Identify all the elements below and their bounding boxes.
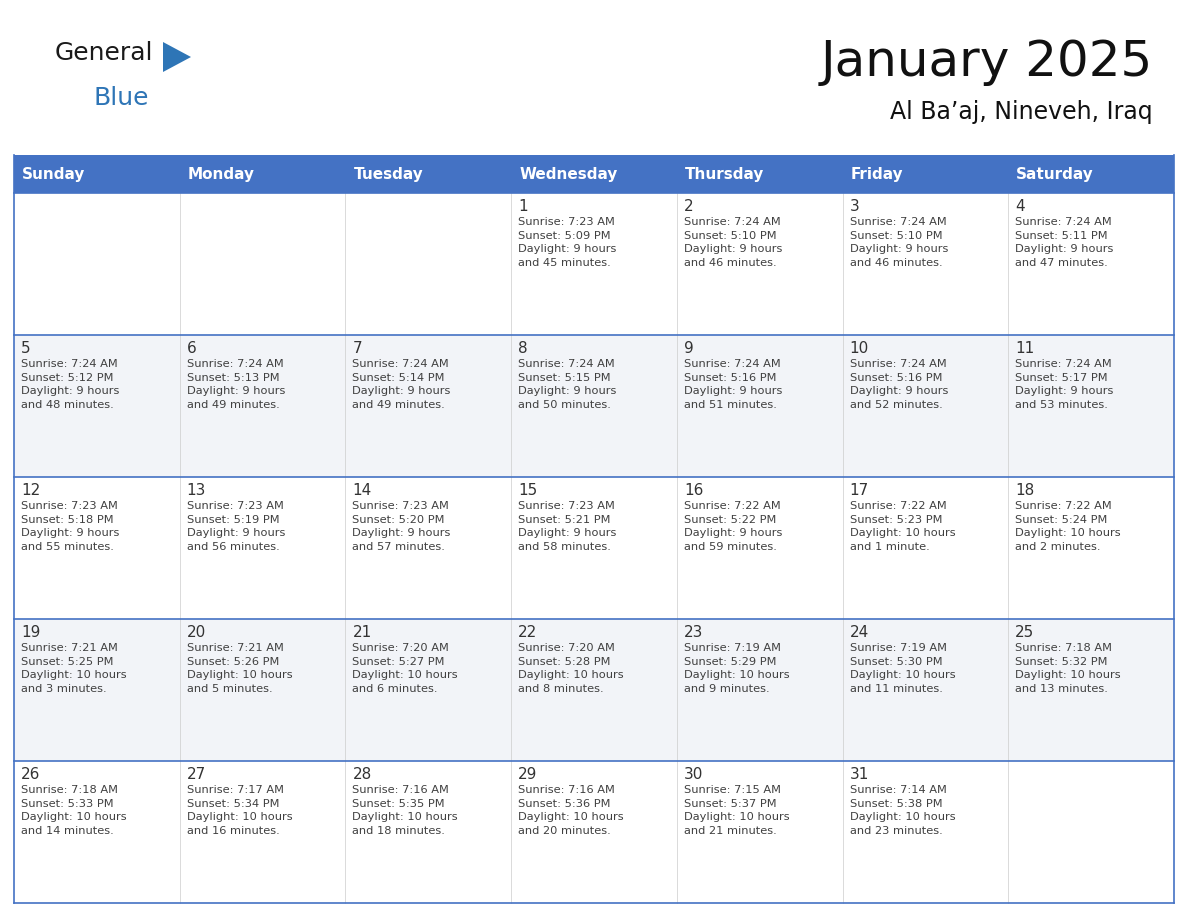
Text: Sunrise: 7:24 AM
Sunset: 5:17 PM
Daylight: 9 hours
and 53 minutes.: Sunrise: 7:24 AM Sunset: 5:17 PM Dayligh… bbox=[1016, 359, 1113, 409]
Text: 30: 30 bbox=[684, 767, 703, 782]
Text: 31: 31 bbox=[849, 767, 868, 782]
Text: 9: 9 bbox=[684, 341, 694, 356]
Text: 27: 27 bbox=[187, 767, 206, 782]
Text: Sunrise: 7:15 AM
Sunset: 5:37 PM
Daylight: 10 hours
and 21 minutes.: Sunrise: 7:15 AM Sunset: 5:37 PM Dayligh… bbox=[684, 785, 790, 835]
Text: January 2025: January 2025 bbox=[821, 38, 1154, 86]
Text: Wednesday: Wednesday bbox=[519, 166, 618, 182]
Bar bbox=[179, 155, 346, 193]
Text: 29: 29 bbox=[518, 767, 537, 782]
Text: Sunrise: 7:23 AM
Sunset: 5:18 PM
Daylight: 9 hours
and 55 minutes.: Sunrise: 7:23 AM Sunset: 5:18 PM Dayligh… bbox=[21, 501, 119, 552]
Text: Sunrise: 7:22 AM
Sunset: 5:24 PM
Daylight: 10 hours
and 2 minutes.: Sunrise: 7:22 AM Sunset: 5:24 PM Dayligh… bbox=[1016, 501, 1121, 552]
Text: 19: 19 bbox=[21, 625, 40, 640]
Text: Sunrise: 7:20 AM
Sunset: 5:28 PM
Daylight: 10 hours
and 8 minutes.: Sunrise: 7:20 AM Sunset: 5:28 PM Dayligh… bbox=[518, 643, 624, 694]
Text: Sunrise: 7:23 AM
Sunset: 5:09 PM
Daylight: 9 hours
and 45 minutes.: Sunrise: 7:23 AM Sunset: 5:09 PM Dayligh… bbox=[518, 217, 617, 268]
Text: Sunrise: 7:20 AM
Sunset: 5:27 PM
Daylight: 10 hours
and 6 minutes.: Sunrise: 7:20 AM Sunset: 5:27 PM Dayligh… bbox=[353, 643, 459, 694]
Text: 17: 17 bbox=[849, 483, 868, 498]
Bar bbox=[14, 193, 1174, 335]
Text: 10: 10 bbox=[849, 341, 868, 356]
Text: Blue: Blue bbox=[93, 86, 148, 110]
Text: General: General bbox=[55, 41, 153, 65]
Bar bbox=[842, 155, 1009, 193]
Text: Sunrise: 7:24 AM
Sunset: 5:16 PM
Daylight: 9 hours
and 52 minutes.: Sunrise: 7:24 AM Sunset: 5:16 PM Dayligh… bbox=[849, 359, 948, 409]
Text: 28: 28 bbox=[353, 767, 372, 782]
Polygon shape bbox=[163, 42, 191, 72]
Text: Sunrise: 7:21 AM
Sunset: 5:26 PM
Daylight: 10 hours
and 5 minutes.: Sunrise: 7:21 AM Sunset: 5:26 PM Dayligh… bbox=[187, 643, 292, 694]
Bar bbox=[346, 155, 511, 193]
Text: Sunrise: 7:24 AM
Sunset: 5:10 PM
Daylight: 9 hours
and 46 minutes.: Sunrise: 7:24 AM Sunset: 5:10 PM Dayligh… bbox=[684, 217, 782, 268]
Text: Sunrise: 7:22 AM
Sunset: 5:23 PM
Daylight: 10 hours
and 1 minute.: Sunrise: 7:22 AM Sunset: 5:23 PM Dayligh… bbox=[849, 501, 955, 552]
Text: 8: 8 bbox=[518, 341, 527, 356]
Text: Sunrise: 7:23 AM
Sunset: 5:19 PM
Daylight: 9 hours
and 56 minutes.: Sunrise: 7:23 AM Sunset: 5:19 PM Dayligh… bbox=[187, 501, 285, 552]
Bar bbox=[511, 155, 677, 193]
Text: Sunrise: 7:19 AM
Sunset: 5:30 PM
Daylight: 10 hours
and 11 minutes.: Sunrise: 7:19 AM Sunset: 5:30 PM Dayligh… bbox=[849, 643, 955, 694]
Text: Sunrise: 7:24 AM
Sunset: 5:10 PM
Daylight: 9 hours
and 46 minutes.: Sunrise: 7:24 AM Sunset: 5:10 PM Dayligh… bbox=[849, 217, 948, 268]
Bar bbox=[1009, 155, 1174, 193]
Text: Sunrise: 7:17 AM
Sunset: 5:34 PM
Daylight: 10 hours
and 16 minutes.: Sunrise: 7:17 AM Sunset: 5:34 PM Dayligh… bbox=[187, 785, 292, 835]
Text: Sunrise: 7:24 AM
Sunset: 5:11 PM
Daylight: 9 hours
and 47 minutes.: Sunrise: 7:24 AM Sunset: 5:11 PM Dayligh… bbox=[1016, 217, 1113, 268]
Bar bbox=[14, 477, 1174, 619]
Text: 26: 26 bbox=[21, 767, 40, 782]
Text: Sunrise: 7:23 AM
Sunset: 5:21 PM
Daylight: 9 hours
and 58 minutes.: Sunrise: 7:23 AM Sunset: 5:21 PM Dayligh… bbox=[518, 501, 617, 552]
Text: 23: 23 bbox=[684, 625, 703, 640]
Text: 4: 4 bbox=[1016, 199, 1025, 214]
Text: 24: 24 bbox=[849, 625, 868, 640]
Bar bbox=[14, 335, 1174, 477]
Text: 20: 20 bbox=[187, 625, 206, 640]
Text: 2: 2 bbox=[684, 199, 694, 214]
Bar bbox=[14, 155, 179, 193]
Text: Sunrise: 7:23 AM
Sunset: 5:20 PM
Daylight: 9 hours
and 57 minutes.: Sunrise: 7:23 AM Sunset: 5:20 PM Dayligh… bbox=[353, 501, 450, 552]
Bar bbox=[677, 155, 842, 193]
Text: 15: 15 bbox=[518, 483, 537, 498]
Text: Al Ba’aj, Nineveh, Iraq: Al Ba’aj, Nineveh, Iraq bbox=[890, 100, 1154, 124]
Text: Sunrise: 7:21 AM
Sunset: 5:25 PM
Daylight: 10 hours
and 3 minutes.: Sunrise: 7:21 AM Sunset: 5:25 PM Dayligh… bbox=[21, 643, 127, 694]
Text: Sunrise: 7:18 AM
Sunset: 5:33 PM
Daylight: 10 hours
and 14 minutes.: Sunrise: 7:18 AM Sunset: 5:33 PM Dayligh… bbox=[21, 785, 127, 835]
Text: Sunrise: 7:24 AM
Sunset: 5:16 PM
Daylight: 9 hours
and 51 minutes.: Sunrise: 7:24 AM Sunset: 5:16 PM Dayligh… bbox=[684, 359, 782, 409]
Text: Tuesday: Tuesday bbox=[353, 166, 423, 182]
Text: 22: 22 bbox=[518, 625, 537, 640]
Text: 13: 13 bbox=[187, 483, 206, 498]
Text: Sunrise: 7:24 AM
Sunset: 5:12 PM
Daylight: 9 hours
and 48 minutes.: Sunrise: 7:24 AM Sunset: 5:12 PM Dayligh… bbox=[21, 359, 119, 409]
Text: 12: 12 bbox=[21, 483, 40, 498]
Text: 7: 7 bbox=[353, 341, 362, 356]
Text: 5: 5 bbox=[21, 341, 31, 356]
Text: 25: 25 bbox=[1016, 625, 1035, 640]
Text: Monday: Monday bbox=[188, 166, 254, 182]
Text: Sunrise: 7:24 AM
Sunset: 5:15 PM
Daylight: 9 hours
and 50 minutes.: Sunrise: 7:24 AM Sunset: 5:15 PM Dayligh… bbox=[518, 359, 617, 409]
Text: Sunrise: 7:16 AM
Sunset: 5:35 PM
Daylight: 10 hours
and 18 minutes.: Sunrise: 7:16 AM Sunset: 5:35 PM Dayligh… bbox=[353, 785, 459, 835]
Text: Sunrise: 7:24 AM
Sunset: 5:13 PM
Daylight: 9 hours
and 49 minutes.: Sunrise: 7:24 AM Sunset: 5:13 PM Dayligh… bbox=[187, 359, 285, 409]
Text: 11: 11 bbox=[1016, 341, 1035, 356]
Text: Sunrise: 7:24 AM
Sunset: 5:14 PM
Daylight: 9 hours
and 49 minutes.: Sunrise: 7:24 AM Sunset: 5:14 PM Dayligh… bbox=[353, 359, 450, 409]
Text: Saturday: Saturday bbox=[1016, 166, 1094, 182]
Text: Sunrise: 7:18 AM
Sunset: 5:32 PM
Daylight: 10 hours
and 13 minutes.: Sunrise: 7:18 AM Sunset: 5:32 PM Dayligh… bbox=[1016, 643, 1121, 694]
Text: Thursday: Thursday bbox=[684, 166, 764, 182]
Text: 6: 6 bbox=[187, 341, 196, 356]
Text: 14: 14 bbox=[353, 483, 372, 498]
Bar bbox=[14, 619, 1174, 761]
Text: Sunday: Sunday bbox=[23, 166, 86, 182]
Text: 1: 1 bbox=[518, 199, 527, 214]
Text: 16: 16 bbox=[684, 483, 703, 498]
Text: Sunrise: 7:19 AM
Sunset: 5:29 PM
Daylight: 10 hours
and 9 minutes.: Sunrise: 7:19 AM Sunset: 5:29 PM Dayligh… bbox=[684, 643, 790, 694]
Text: Sunrise: 7:14 AM
Sunset: 5:38 PM
Daylight: 10 hours
and 23 minutes.: Sunrise: 7:14 AM Sunset: 5:38 PM Dayligh… bbox=[849, 785, 955, 835]
Text: 21: 21 bbox=[353, 625, 372, 640]
Text: 3: 3 bbox=[849, 199, 859, 214]
Text: Sunrise: 7:22 AM
Sunset: 5:22 PM
Daylight: 9 hours
and 59 minutes.: Sunrise: 7:22 AM Sunset: 5:22 PM Dayligh… bbox=[684, 501, 782, 552]
Text: 18: 18 bbox=[1016, 483, 1035, 498]
Bar bbox=[14, 761, 1174, 903]
Text: Sunrise: 7:16 AM
Sunset: 5:36 PM
Daylight: 10 hours
and 20 minutes.: Sunrise: 7:16 AM Sunset: 5:36 PM Dayligh… bbox=[518, 785, 624, 835]
Text: Friday: Friday bbox=[851, 166, 903, 182]
